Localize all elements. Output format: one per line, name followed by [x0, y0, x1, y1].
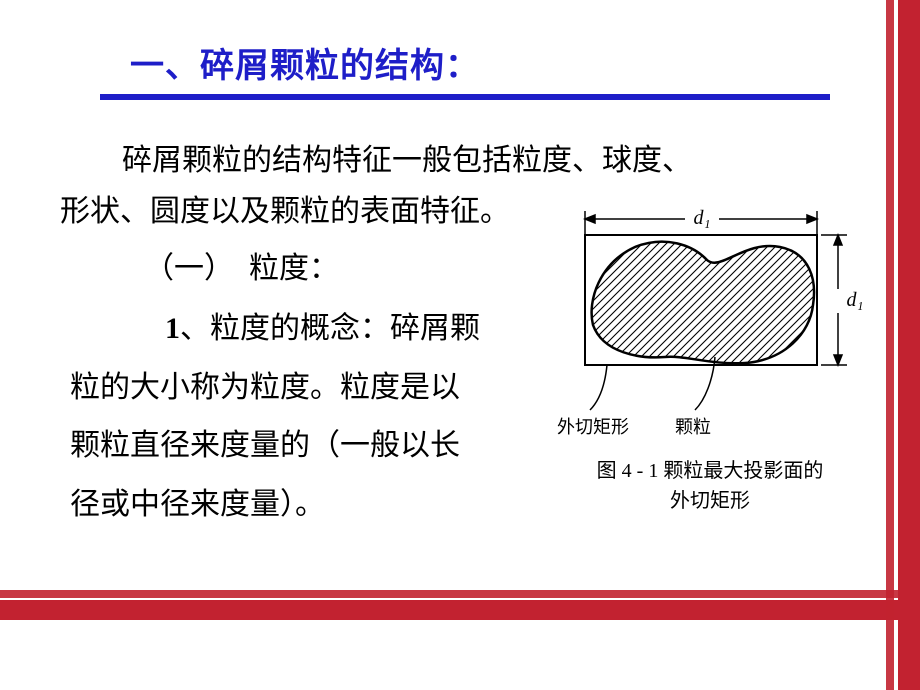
figure-4-1: d₁ d₁ 外切矩形	[545, 205, 870, 525]
section-title: 一、碎屑颗粒的结构：	[130, 38, 480, 87]
body-l3: 颗粒直径来度量的（一般以长	[70, 429, 460, 462]
figure-caption-l1: 图 4 - 1 颗粒最大投影面的	[597, 459, 824, 482]
title-underline	[100, 94, 830, 100]
body-l1a: 粒度的概念：碎屑颗	[210, 312, 480, 345]
subsection-1: （一） 粒度：	[144, 243, 339, 287]
dim-top-label: d₁	[694, 207, 711, 229]
body-num: 1	[165, 312, 180, 345]
body-l4: 径或中径来度量）。	[70, 488, 325, 521]
body-punc: 、	[180, 312, 210, 345]
pointer-particle-label: 颗粒	[675, 417, 711, 437]
intro-line2: 形状、圆度以及颗粒的表面特征。	[60, 195, 510, 228]
particle-shape	[592, 242, 814, 364]
figure-caption-l2: 外切矩形	[670, 489, 750, 512]
dim-right-label: d₁	[847, 289, 864, 311]
body-paragraph: 1、粒度的概念：碎屑颗 粒的大小称为粒度。粒度是以 颗粒直径来度量的（一般以长 …	[70, 300, 520, 534]
slide: 一、碎屑颗粒的结构： 碎屑颗粒的结构特征一般包括粒度、球度、 形状、圆度以及颗粒…	[0, 0, 920, 690]
pointer-rect-label: 外切矩形	[557, 417, 629, 437]
decor-hbar-thick	[0, 600, 920, 620]
body-l2: 粒的大小称为粒度。粒度是以	[70, 371, 460, 404]
decor-vbar-thick	[898, 0, 920, 690]
intro-line1: 碎屑颗粒的结构特征一般包括粒度、球度、	[122, 144, 692, 177]
pointer-rect-line	[590, 365, 607, 410]
decor-hbar-thin	[0, 590, 920, 598]
decor-vbar-thin	[886, 0, 894, 690]
